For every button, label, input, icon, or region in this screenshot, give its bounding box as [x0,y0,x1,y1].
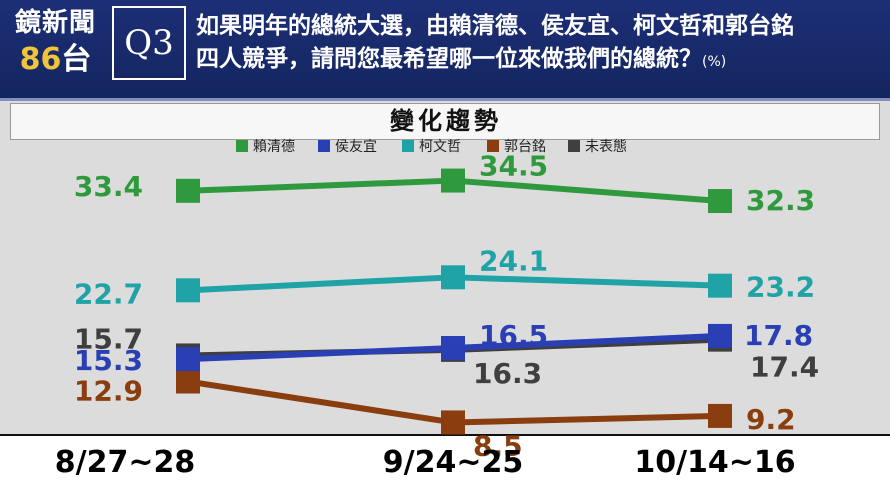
data-label-2-2: 23.2 [746,271,815,304]
data-point-0-1 [441,168,465,193]
data-label-3-2: 9.2 [746,403,796,436]
brand-name: 鏡新聞 [14,8,96,38]
channel-num: 86 [19,42,62,77]
data-label-4-1: 16.3 [473,357,542,390]
data-point-2-0 [176,278,200,303]
legend-swatch-4 [568,140,580,152]
legend-swatch-2 [402,140,414,152]
panel-title-bar: 變化趨勢 [10,103,880,140]
data-label-0-1: 34.5 [479,150,548,183]
x-axis-baseline [0,434,890,436]
data-label-3-1: 8.5 [473,429,523,462]
data-point-3-2 [708,403,732,428]
data-label-3-0: 12.9 [74,375,143,408]
data-label-2-1: 24.1 [479,244,548,277]
x-tick-label-2: 10/14~16 [634,445,795,480]
data-point-3-1 [441,410,465,435]
data-label-2-0: 22.7 [74,277,143,310]
data-label-1-1: 16.5 [479,319,548,352]
data-point-0-0 [176,178,200,203]
legend-label-2: 柯文哲 [419,139,461,155]
legend-label-3: 郭台銘 [504,138,546,155]
question-line-2: 四人競爭，請問您最希望哪一位來做我們的總統？ [196,46,702,72]
data-label-1-0: 15.3 [74,344,143,377]
data-point-1-1 [441,336,465,361]
legend-label-0: 賴清德 [253,139,295,155]
legend-swatch-1 [318,140,330,152]
data-point-2-1 [441,265,465,290]
header-bar: 鏡新聞 86台 Q3 如果明年的總統大選，由賴清德、侯友宜、柯文哲和郭台銘 四人… [0,0,890,101]
data-point-1-2 [708,323,732,348]
question-line-1: 如果明年的總統大選，由賴清德、侯友宜、柯文哲和郭台銘 [196,13,794,39]
x-axis-band [0,436,890,500]
data-label-0-0: 33.4 [74,170,143,203]
data-point-1-0 [176,347,200,372]
x-tick-label-0: 8/27~28 [55,445,195,480]
data-point-0-2 [708,189,732,214]
x-tick-label-1: 9/24~25 [383,445,523,480]
channel-suffix: 台 [61,42,92,77]
question-text: 如果明年的總統大選，由賴清德、侯友宜、柯文哲和郭台銘 四人競爭，請問您最希望哪一… [196,10,876,79]
channel-number: 86台 [8,40,103,80]
data-label-1-2: 17.8 [744,319,813,352]
data-label-4-2: 17.4 [750,351,819,384]
legend-label-1: 侯友宜 [335,139,377,155]
question-unit: (%) [702,54,727,70]
legend-swatch-3 [487,140,499,152]
data-point-3-0 [176,369,200,394]
legend-label-4: 未表態 [585,139,627,155]
data-label-0-2: 32.3 [746,184,815,217]
data-label-4-0: 15.7 [74,322,143,355]
panel-title: 變化趨勢 [390,107,502,135]
channel-logo: 鏡新聞 86台 [8,6,103,88]
data-point-2-2 [708,273,732,298]
legend-swatch-0 [236,140,248,152]
question-label: Q3 [112,6,186,80]
